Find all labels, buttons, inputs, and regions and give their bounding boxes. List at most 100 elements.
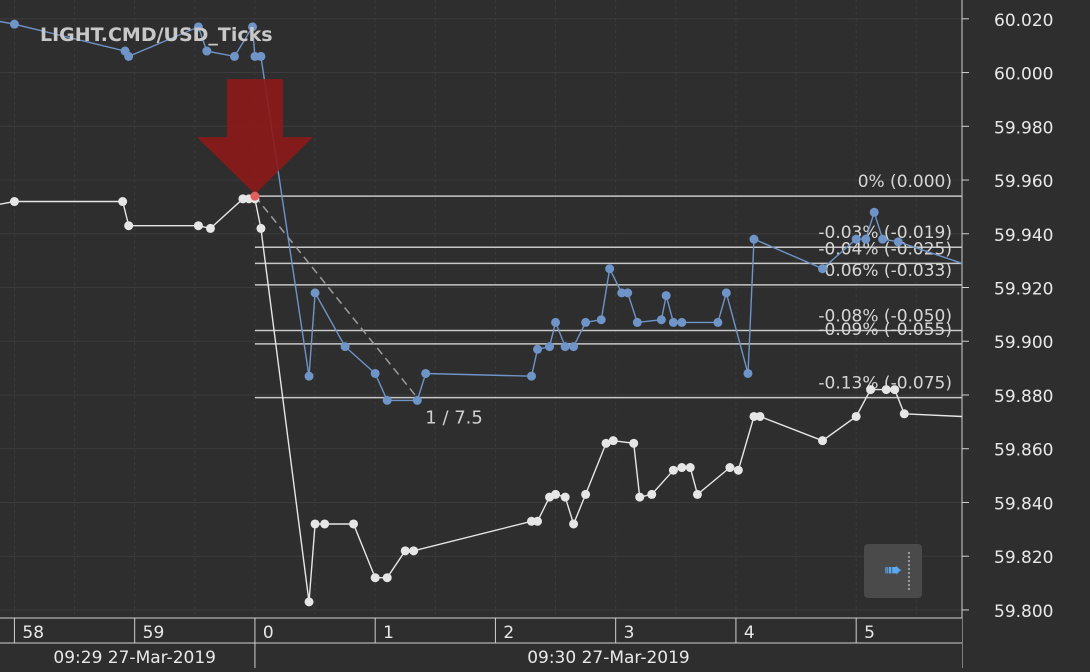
- tick-point: [632, 317, 642, 327]
- tick-point: [9, 197, 19, 207]
- tick-point: [256, 51, 266, 61]
- x-major-label: 09:29 27-Mar-2019: [53, 648, 216, 668]
- tick-point: [647, 489, 657, 499]
- tick-point: [569, 519, 579, 529]
- x-tick-label: 2: [503, 623, 514, 643]
- tick-point: [560, 342, 570, 352]
- x-major-label: 09:30 27-Mar-2019: [527, 648, 690, 668]
- tick-point: [890, 385, 900, 395]
- tick-point: [370, 573, 380, 583]
- tick-point: [118, 197, 128, 207]
- tick-point: [656, 315, 666, 325]
- tick-point: [755, 411, 765, 421]
- tick-point: [878, 234, 888, 244]
- y-tick-label: 59.800: [994, 602, 1053, 622]
- y-tick-label: 59.880: [994, 387, 1053, 407]
- tick-point: [668, 317, 678, 327]
- tick-point: [412, 395, 422, 405]
- x-tick-label: 59: [143, 623, 165, 643]
- x-tick-label: 0: [263, 623, 274, 643]
- tick-point: [349, 519, 359, 529]
- tick-point: [685, 463, 695, 473]
- tick-point: [545, 342, 555, 352]
- tick-point: [9, 19, 19, 29]
- tick-point: [304, 371, 314, 381]
- tick-point: [743, 368, 753, 378]
- tick-point: [596, 315, 606, 325]
- tick-point: [533, 516, 543, 526]
- y-tick-label: 59.840: [994, 494, 1053, 514]
- tick-point: [605, 264, 615, 274]
- scroll-to-latest-button[interactable]: ➠: [864, 544, 922, 598]
- tick-point: [581, 317, 591, 327]
- tick-point: [229, 51, 239, 61]
- tick-point: [851, 411, 861, 421]
- tick-point: [581, 489, 591, 499]
- tick-point: [721, 288, 731, 298]
- tick-point: [202, 46, 212, 56]
- x-tick-label: 4: [744, 623, 755, 643]
- tick-point: [818, 436, 828, 446]
- fib-level-label: -0.06% (-0.033): [818, 261, 952, 281]
- tick-point: [256, 223, 266, 233]
- x-tick-label: 3: [624, 623, 635, 643]
- tick-point: [893, 237, 903, 247]
- y-tick-label: 59.960: [994, 172, 1053, 192]
- tick-point: [861, 234, 871, 244]
- tick-point: [551, 489, 561, 499]
- tick-point: [881, 385, 891, 395]
- tick-point: [692, 489, 702, 499]
- tick-point: [608, 436, 618, 446]
- tick-point: [661, 291, 671, 301]
- tick-point: [248, 22, 258, 32]
- fib-level-label: -0.08% (-0.050): [818, 306, 952, 326]
- tick-point: [725, 463, 735, 473]
- tick-point: [193, 22, 203, 32]
- trendline[interactable]: 1 / 7.5: [254, 195, 483, 429]
- tick-point: [124, 51, 134, 61]
- down-arrow-icon: [196, 79, 313, 195]
- tick-point: [677, 463, 687, 473]
- y-tick-label: 59.900: [994, 333, 1053, 353]
- x-tick-label: 5: [864, 623, 875, 643]
- tick-point: [668, 465, 678, 475]
- fib-level-label: -0.09% (-0.055): [818, 320, 952, 340]
- tick-point: [382, 573, 392, 583]
- trendline-line[interactable]: [254, 195, 418, 399]
- grid-lines: [0, 0, 962, 618]
- tick-point: [569, 342, 579, 352]
- tick-point: [205, 223, 215, 233]
- fib-level-label: 0% (0.000): [858, 172, 952, 192]
- y-tick-label: 60.000: [994, 65, 1053, 85]
- tick-point: [713, 317, 723, 327]
- tick-point: [320, 519, 330, 529]
- y-tick-label: 59.980: [994, 118, 1053, 138]
- y-axis-panel: [962, 0, 1090, 668]
- tick-point: [635, 492, 645, 502]
- tick-point: [560, 492, 570, 502]
- y-tick-label: 60.020: [994, 11, 1053, 31]
- y-tick-label: 59.820: [994, 548, 1053, 568]
- tick-point: [400, 546, 410, 556]
- marker-point: [250, 191, 260, 201]
- tick-point: [866, 385, 876, 395]
- down-arrow-marker: [196, 79, 313, 201]
- tick-point: [421, 368, 431, 378]
- fib-level-label: -0.13% (-0.075): [818, 374, 952, 394]
- tick-point: [733, 465, 743, 475]
- tick-point: [310, 519, 320, 529]
- tick-point: [629, 438, 639, 448]
- y-tick-label: 59.920: [994, 280, 1053, 300]
- fib-level-label: -0.04% (-0.025): [818, 239, 952, 259]
- dotted-edge-icon: [908, 552, 912, 590]
- x-tick-label: 1: [383, 623, 394, 643]
- tick-point: [340, 342, 350, 352]
- y-axis: 60.020 60.000 59.980 59.960 59.940 59.920 59.9…: [961, 0, 1090, 668]
- tick-point: [533, 344, 543, 354]
- tick-point: [193, 221, 203, 231]
- tick-point: [551, 317, 561, 327]
- tick-point: [304, 597, 314, 607]
- y-tick-label: 59.860: [994, 441, 1053, 461]
